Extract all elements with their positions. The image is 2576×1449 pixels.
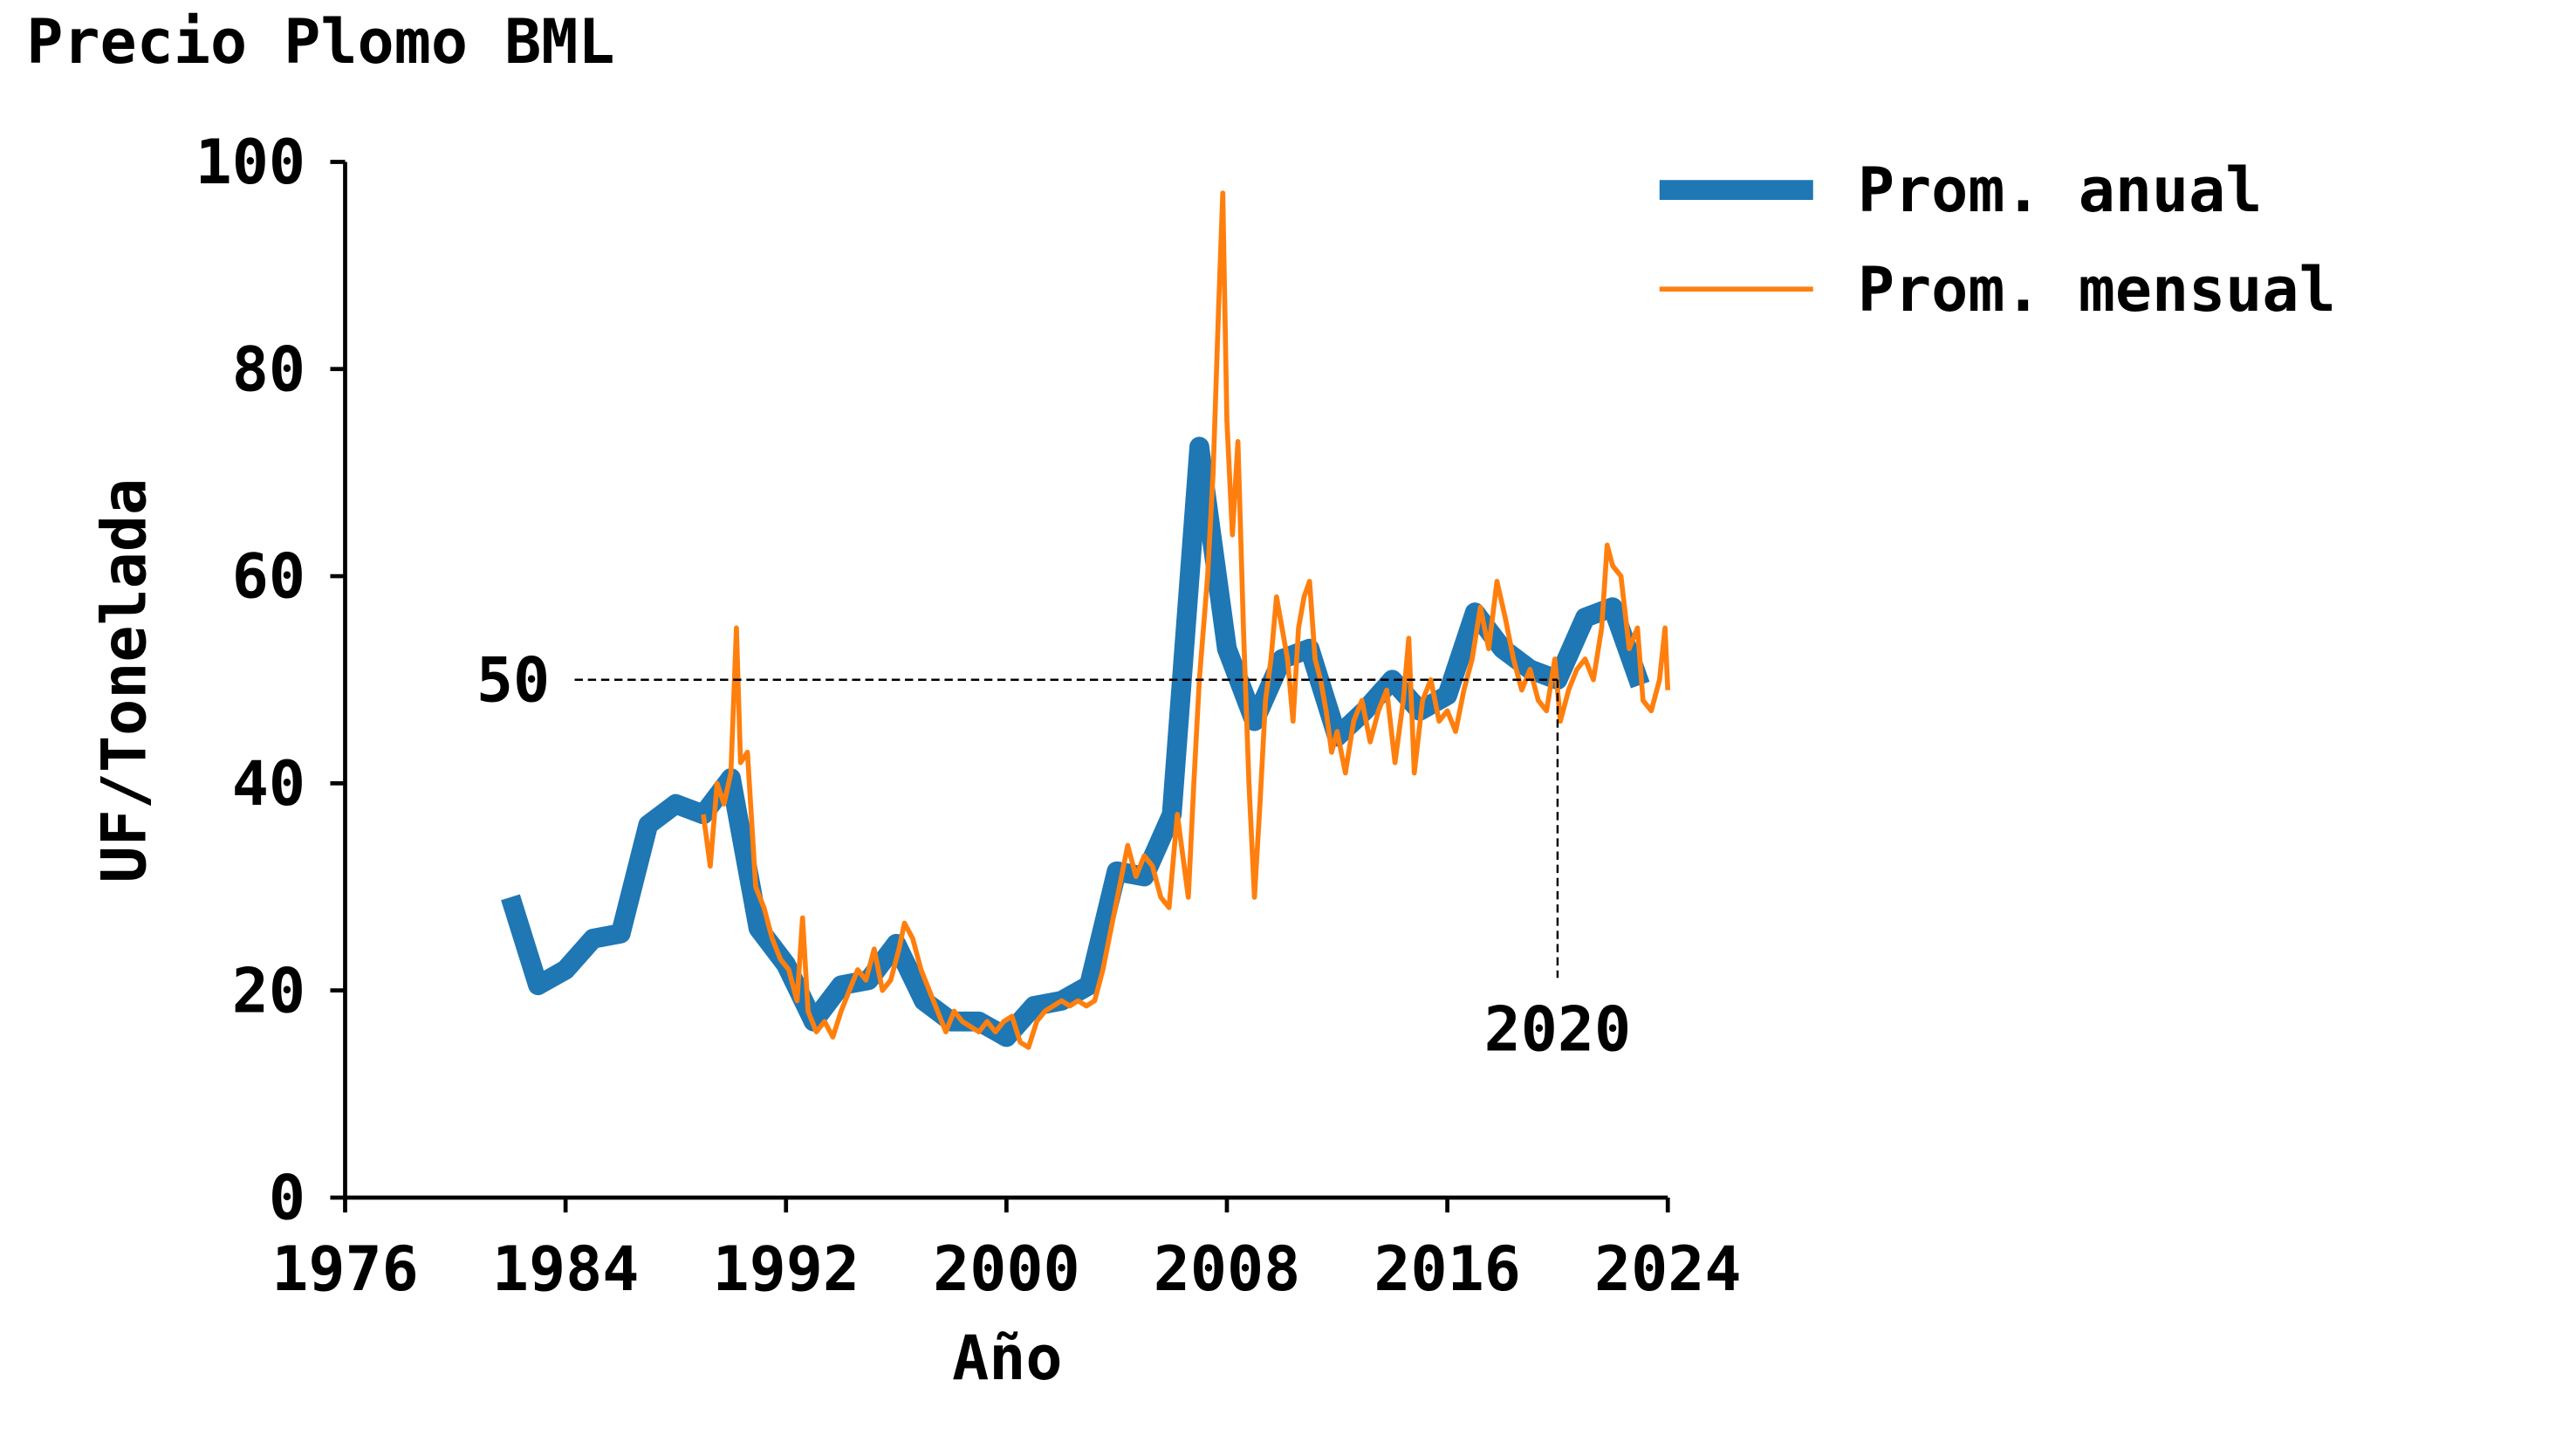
annotation-label: 50 xyxy=(476,644,550,716)
series-line xyxy=(701,190,1671,1050)
x-tick-label: 1992 xyxy=(712,1233,860,1305)
annotation-label: 2020 xyxy=(1484,994,1632,1066)
series-line xyxy=(501,436,1650,1047)
y-tick-label: 60 xyxy=(232,541,305,613)
y-tick-label: 20 xyxy=(232,955,305,1027)
x-tick-label: 2024 xyxy=(1594,1233,1742,1305)
y-tick-label: 40 xyxy=(232,748,305,820)
y-tick-label: 0 xyxy=(269,1163,305,1234)
chart-title: Precio Plomo BML xyxy=(26,6,614,78)
x-tick-label: 2016 xyxy=(1374,1233,1521,1305)
legend-label: Prom. mensual xyxy=(1858,254,2336,326)
y-axis-label: UF/Tonelada xyxy=(89,478,161,883)
y-tick-label: 80 xyxy=(232,333,305,405)
x-axis-label: Año xyxy=(952,1322,1062,1394)
x-tick-label: 2008 xyxy=(1154,1233,1301,1305)
y-tick-label: 100 xyxy=(195,127,305,198)
legend-label: Prom. anual xyxy=(1858,155,2263,226)
x-tick-label: 1984 xyxy=(492,1233,640,1305)
x-tick-label: 1976 xyxy=(271,1233,419,1305)
x-tick-label: 2000 xyxy=(933,1233,1080,1305)
